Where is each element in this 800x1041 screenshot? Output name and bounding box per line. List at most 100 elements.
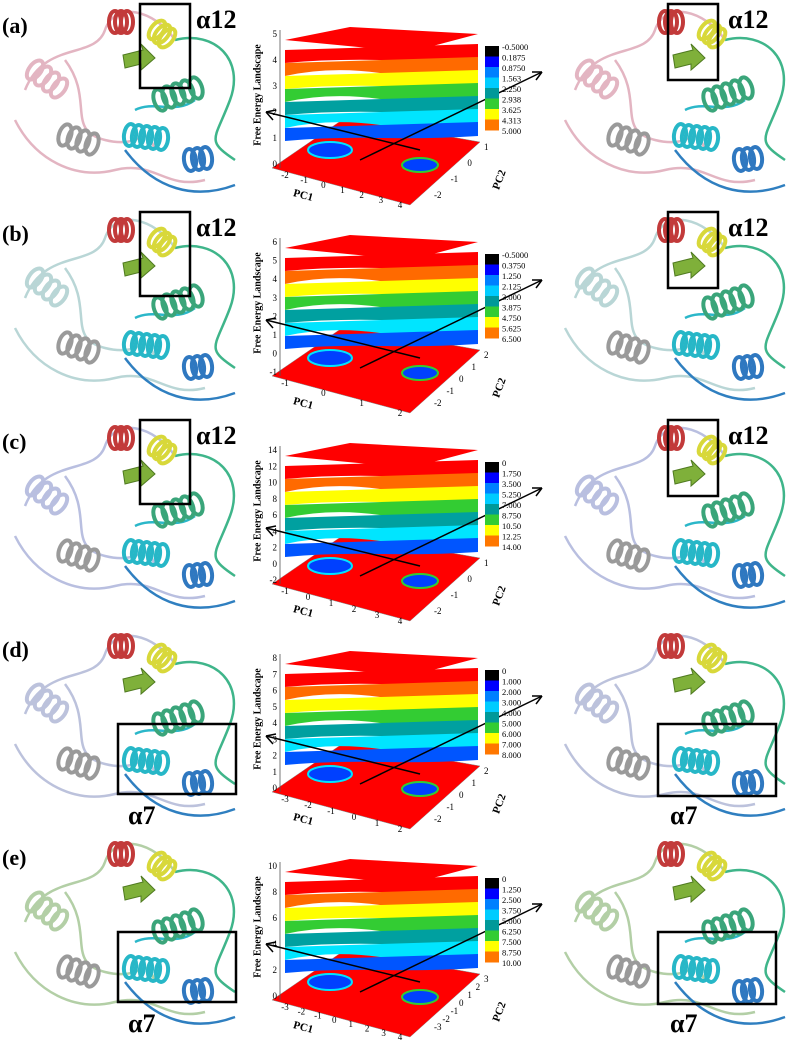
protein-loop bbox=[563, 951, 756, 1016]
protein-loop bbox=[563, 327, 756, 392]
protein-loop bbox=[563, 535, 756, 600]
helix-turn bbox=[633, 339, 651, 365]
y-axis-label: PC2 bbox=[490, 1000, 508, 1024]
protein-loop bbox=[124, 565, 236, 609]
helix-turn bbox=[113, 9, 129, 35]
helix-turn bbox=[160, 500, 178, 526]
z-tick-label: 8 bbox=[273, 653, 278, 663]
helix-turn bbox=[83, 755, 101, 781]
colorbar-swatch bbox=[485, 888, 499, 900]
helix-turn bbox=[151, 711, 169, 737]
surface-band bbox=[285, 889, 478, 909]
z-axis-label: Free Energy Landscape bbox=[252, 876, 263, 978]
protein-loop bbox=[174, 452, 236, 578]
colorbar-swatch bbox=[485, 733, 499, 744]
helix-turn bbox=[731, 147, 749, 173]
colorbar-label: 1.750 bbox=[502, 468, 521, 478]
colorbar-label: 3.000 bbox=[502, 697, 521, 707]
helix-turn bbox=[151, 646, 173, 670]
colorbar-label: 0.8750 bbox=[502, 63, 525, 73]
helix-turn bbox=[679, 539, 697, 565]
y-tick-label: 1 bbox=[472, 362, 477, 372]
z-tick-label: 4 bbox=[273, 718, 278, 728]
y-tick-label: 0 bbox=[459, 790, 464, 800]
helix-turn bbox=[197, 769, 215, 795]
helix-turn bbox=[187, 907, 205, 933]
helix-turn bbox=[121, 538, 139, 564]
helix-turn bbox=[197, 561, 215, 587]
surface-band bbox=[285, 525, 478, 545]
helix-turn bbox=[687, 956, 705, 982]
helix-turn bbox=[181, 563, 199, 589]
helix-turn bbox=[695, 957, 713, 983]
helix-turn bbox=[56, 746, 74, 772]
basin bbox=[307, 557, 353, 575]
protein-loop bbox=[13, 535, 206, 600]
highlight-box bbox=[666, 210, 720, 290]
protein-loop bbox=[174, 36, 236, 162]
helix-turn bbox=[65, 749, 83, 775]
protein-loop bbox=[674, 565, 786, 609]
x-axis-label: PC1 bbox=[292, 603, 315, 620]
helix-turn bbox=[737, 75, 755, 101]
z-tick-label: 4 bbox=[273, 939, 278, 949]
helix-turn bbox=[606, 746, 624, 772]
helix-turn bbox=[119, 9, 135, 35]
helix-turn bbox=[56, 122, 74, 148]
helix-turn bbox=[606, 330, 624, 356]
helix-turn bbox=[706, 442, 728, 466]
helix-turn bbox=[137, 956, 155, 982]
helix-turn bbox=[181, 147, 199, 173]
helix-turn bbox=[145, 125, 163, 151]
helix-turn bbox=[728, 702, 746, 728]
protein-cartoon bbox=[13, 425, 236, 609]
z-tick-label: 6 bbox=[273, 686, 278, 696]
y-tick-label: 2 bbox=[484, 766, 489, 776]
helix-turn bbox=[189, 354, 207, 380]
colorbar-swatch bbox=[485, 88, 499, 99]
z-tick-label: 4 bbox=[273, 526, 278, 536]
arrow-head bbox=[532, 279, 543, 289]
helix-turn bbox=[737, 283, 755, 309]
x-tick-label: -2 bbox=[304, 800, 312, 810]
helix-turn bbox=[181, 355, 199, 381]
colorbar-label: -0.5000 bbox=[502, 250, 528, 260]
z-tick-label: 0 bbox=[273, 991, 278, 1001]
colorbar-swatch bbox=[485, 119, 499, 131]
protein-loop bbox=[563, 119, 756, 184]
colorbar-swatch bbox=[485, 712, 499, 723]
y-tick-label: 3 bbox=[484, 974, 489, 984]
z-tick-label: 2 bbox=[273, 543, 278, 553]
x-axis-label: PC1 bbox=[292, 187, 315, 204]
z-tick-label: 14 bbox=[268, 445, 278, 455]
y-tick-label: 0 bbox=[459, 998, 464, 1008]
helix-turn bbox=[671, 538, 689, 564]
helix-turn bbox=[624, 960, 642, 986]
y-tick-label: -1 bbox=[451, 174, 459, 184]
helix-turn bbox=[663, 9, 679, 35]
colorbar-label: 1.250 bbox=[502, 884, 521, 894]
y-tick-label: -3 bbox=[434, 1022, 442, 1032]
helix-turn bbox=[598, 76, 620, 100]
annotation: α7 bbox=[670, 1009, 698, 1038]
helix-turn bbox=[706, 858, 728, 882]
protein-loop bbox=[573, 10, 727, 91]
arrow-head bbox=[265, 733, 277, 745]
helix-turn bbox=[169, 81, 187, 107]
helix-turn bbox=[197, 977, 215, 1003]
x-tick-label: 3 bbox=[379, 195, 384, 205]
helix-turn bbox=[669, 217, 685, 243]
helix-turn bbox=[56, 538, 74, 564]
y-tick-label: -2 bbox=[442, 1014, 450, 1024]
helix-turn bbox=[119, 633, 135, 659]
y-tick-label: -1 bbox=[451, 590, 459, 600]
helix-turn bbox=[145, 957, 163, 983]
helix-turn bbox=[145, 749, 163, 775]
z-tick-label: -2 bbox=[270, 575, 278, 585]
colorbar-label: 8.750 bbox=[502, 510, 521, 520]
helix-turn bbox=[679, 123, 697, 149]
colorbar-swatch bbox=[485, 109, 499, 120]
z-axis-label: Free Energy Landscape bbox=[252, 460, 263, 562]
